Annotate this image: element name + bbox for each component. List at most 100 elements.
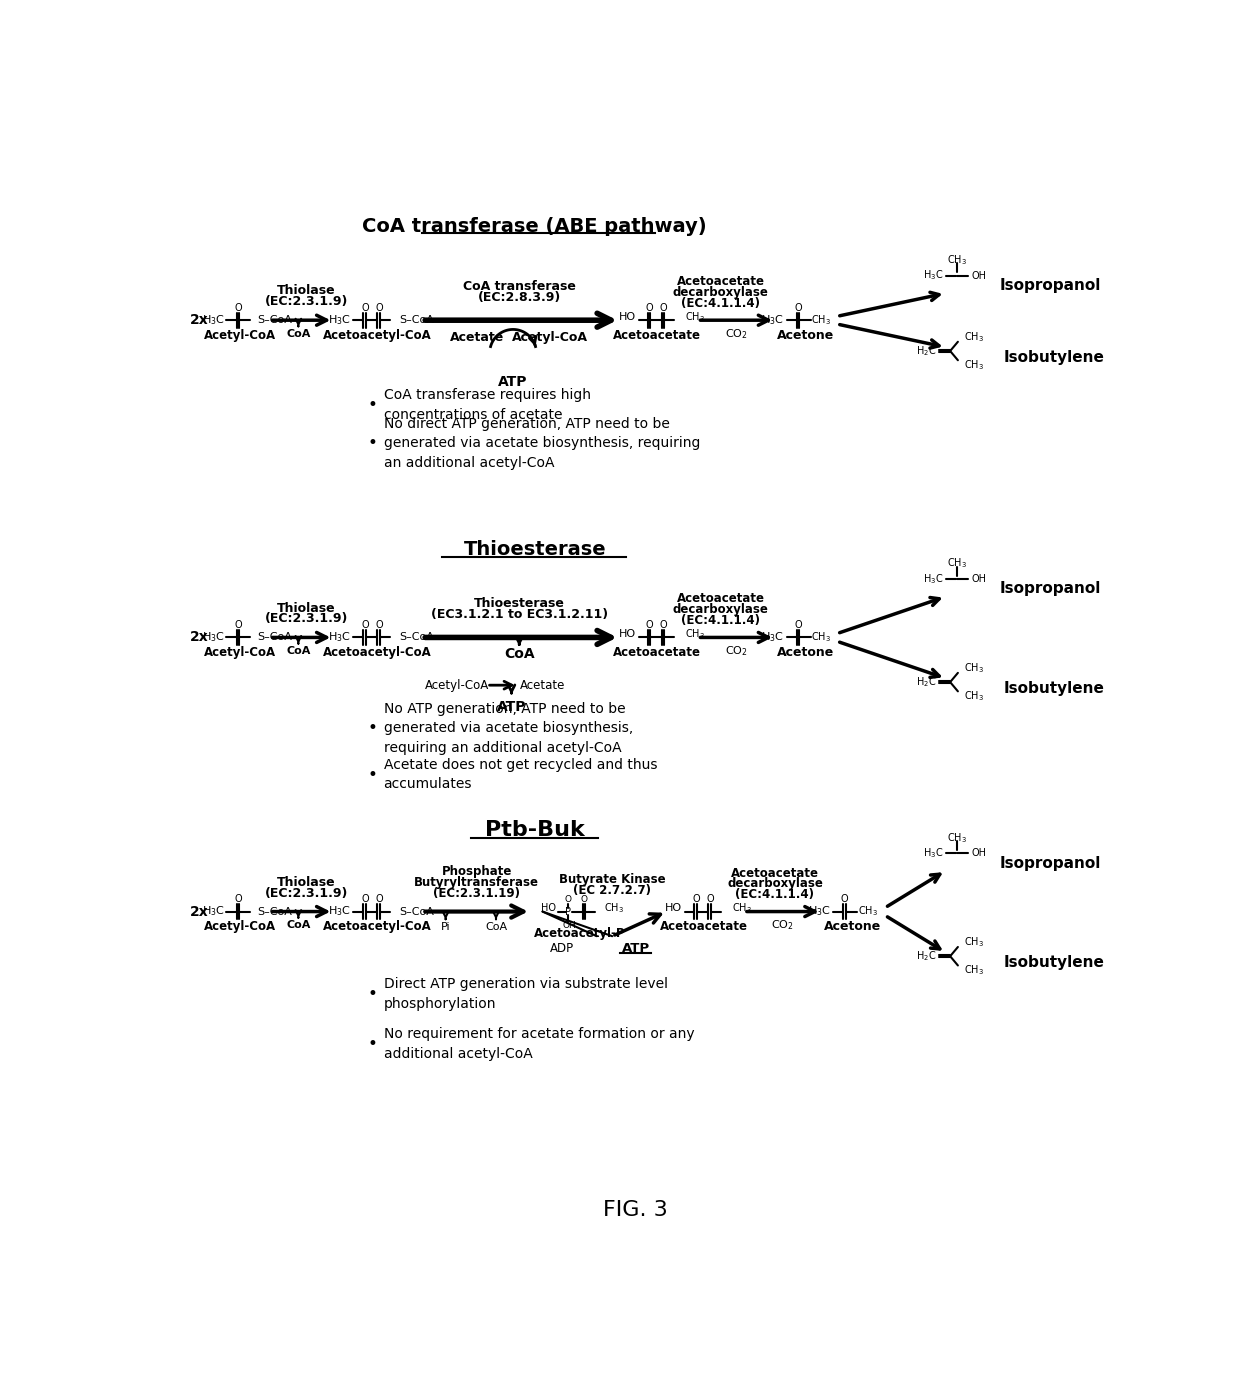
- Text: Acetyl-CoA: Acetyl-CoA: [205, 921, 277, 933]
- Text: O: O: [660, 620, 667, 630]
- Text: •: •: [367, 396, 377, 414]
- Text: Thiolase: Thiolase: [277, 601, 336, 615]
- Text: ATP: ATP: [497, 699, 526, 713]
- Text: Acetoacetyl-CoA: Acetoacetyl-CoA: [324, 647, 432, 659]
- Text: $\mathregular{H_3C}$: $\mathregular{H_3C}$: [923, 572, 944, 586]
- Text: CoA: CoA: [286, 330, 310, 339]
- Text: Acetate does not get recycled and thus
accumulates: Acetate does not get recycled and thus a…: [383, 758, 657, 791]
- Text: O: O: [564, 895, 572, 904]
- Text: (EC:4.1.1.4): (EC:4.1.1.4): [681, 296, 760, 310]
- Text: $\mathregular{CH_3}$: $\mathregular{CH_3}$: [947, 831, 967, 845]
- Text: O: O: [646, 303, 653, 313]
- Text: •: •: [367, 719, 377, 737]
- Text: $\mathregular{H_3C}$: $\mathregular{H_3C}$: [202, 630, 224, 644]
- Text: No ATP generation, ATP need to be
generated via acetate biosynthesis,
requiring : No ATP generation, ATP need to be genera…: [383, 702, 632, 755]
- Text: Acetyl-CoA: Acetyl-CoA: [205, 647, 277, 659]
- Text: Isobutylene: Isobutylene: [1003, 349, 1105, 364]
- Text: O: O: [376, 303, 383, 313]
- Text: Isobutylene: Isobutylene: [1003, 954, 1105, 969]
- Text: $\mathregular{CH_3}$: $\mathregular{CH_3}$: [811, 630, 832, 644]
- Text: Thioesterase: Thioesterase: [474, 597, 564, 609]
- Text: $\mathregular{H_3C}$: $\mathregular{H_3C}$: [202, 904, 224, 918]
- Text: CoA: CoA: [503, 647, 534, 662]
- Text: $\mathregular{H_3C}$: $\mathregular{H_3C}$: [808, 904, 831, 918]
- Text: Thiolase: Thiolase: [277, 875, 336, 889]
- Text: O: O: [234, 303, 243, 313]
- Text: $\mathregular{H_3C}$: $\mathregular{H_3C}$: [329, 313, 351, 327]
- Text: $\mathregular{CH_3}$: $\mathregular{CH_3}$: [965, 357, 985, 371]
- Text: Direct ATP generation via substrate level
phosphorylation: Direct ATP generation via substrate leve…: [383, 978, 667, 1011]
- Text: $\mathregular{CH_3}$: $\mathregular{CH_3}$: [947, 253, 967, 267]
- Text: decarboxylase: decarboxylase: [673, 285, 769, 299]
- Text: Acetate: Acetate: [449, 331, 503, 343]
- Text: Acetone: Acetone: [823, 921, 882, 933]
- Text: ATP: ATP: [621, 942, 650, 956]
- Text: $\mathregular{CH_3}$: $\mathregular{CH_3}$: [605, 902, 625, 915]
- Text: FIG. 3: FIG. 3: [603, 1199, 668, 1220]
- Text: decarboxylase: decarboxylase: [673, 604, 769, 616]
- Text: $\mathregular{H_3C}$: $\mathregular{H_3C}$: [923, 269, 944, 283]
- Text: No requirement for acetate formation or any
additional acetyl-CoA: No requirement for acetate formation or …: [383, 1028, 694, 1061]
- Text: O: O: [646, 620, 653, 630]
- Text: •: •: [367, 985, 377, 1003]
- Text: O: O: [234, 620, 243, 630]
- Text: $\mathregular{CH_3}$: $\mathregular{CH_3}$: [965, 330, 985, 343]
- Text: O: O: [361, 620, 368, 630]
- Text: HO: HO: [542, 903, 557, 914]
- Text: Isopropanol: Isopropanol: [999, 856, 1101, 871]
- Text: $\mathregular{H_2C}$: $\mathregular{H_2C}$: [916, 343, 936, 357]
- Text: $\mathregular{H_3C}$: $\mathregular{H_3C}$: [329, 630, 351, 644]
- Text: $\mathregular{CH_3}$: $\mathregular{CH_3}$: [965, 935, 985, 949]
- Text: S–CoA: S–CoA: [258, 633, 293, 643]
- Text: OH: OH: [563, 921, 577, 929]
- Text: Acetoacetate: Acetoacetate: [732, 867, 818, 879]
- Text: Thiolase: Thiolase: [277, 284, 336, 298]
- Text: O: O: [841, 895, 848, 904]
- Text: No direct ATP generation, ATP need to be
generated via acetate biosynthesis, req: No direct ATP generation, ATP need to be…: [383, 417, 701, 470]
- Text: OH: OH: [971, 848, 986, 859]
- Text: Acetoacetate: Acetoacetate: [677, 276, 765, 288]
- Text: CoA transferase (ABE pathway): CoA transferase (ABE pathway): [362, 217, 707, 235]
- Text: 2x: 2x: [190, 313, 208, 327]
- Text: 2x: 2x: [190, 630, 208, 644]
- Text: Pi: Pi: [440, 922, 450, 932]
- Text: $\mathregular{CH_3}$: $\mathregular{CH_3}$: [732, 902, 751, 915]
- Text: $\mathregular{H_2C}$: $\mathregular{H_2C}$: [916, 949, 936, 963]
- Text: S–CoA: S–CoA: [399, 633, 434, 643]
- Text: $\mathregular{H_3C}$: $\mathregular{H_3C}$: [923, 846, 944, 860]
- Text: Acetyl-CoA: Acetyl-CoA: [425, 679, 490, 691]
- Text: Acetoacetate: Acetoacetate: [677, 593, 765, 605]
- Text: O: O: [234, 895, 243, 904]
- Text: Acetoacetate: Acetoacetate: [614, 330, 701, 342]
- Text: S–CoA: S–CoA: [399, 316, 434, 325]
- Text: Isobutylene: Isobutylene: [1003, 681, 1105, 695]
- Text: decarboxylase: decarboxylase: [727, 877, 823, 891]
- Text: $\mathregular{CH_3}$: $\mathregular{CH_3}$: [684, 310, 706, 324]
- Text: $\mathregular{CO_2}$: $\mathregular{CO_2}$: [771, 918, 794, 932]
- Text: $\mathregular{H_3C}$: $\mathregular{H_3C}$: [761, 630, 785, 644]
- Text: Phosphate: Phosphate: [441, 866, 512, 878]
- Text: •: •: [367, 1035, 377, 1053]
- Text: S–CoA: S–CoA: [399, 907, 434, 917]
- Text: CoA transferase requires high
concentrations of acetate: CoA transferase requires high concentrat…: [383, 388, 590, 421]
- Text: •: •: [367, 766, 377, 784]
- Text: $\mathregular{CH_3}$: $\mathregular{CH_3}$: [811, 313, 832, 327]
- Text: (EC:4.1.1.4): (EC:4.1.1.4): [681, 614, 760, 627]
- Text: Acetoacetyl-CoA: Acetoacetyl-CoA: [324, 330, 432, 342]
- Text: CoA transferase: CoA transferase: [463, 280, 575, 292]
- Text: Acetone: Acetone: [777, 330, 835, 342]
- Text: HO: HO: [619, 629, 635, 640]
- Text: OH: OH: [971, 270, 986, 281]
- Text: O: O: [660, 303, 667, 313]
- Text: O: O: [361, 303, 368, 313]
- Text: $\mathregular{CH_3}$: $\mathregular{CH_3}$: [947, 557, 967, 571]
- Text: $\mathregular{CH_3}$: $\mathregular{CH_3}$: [965, 662, 985, 674]
- Text: (EC:2.8.3.9): (EC:2.8.3.9): [477, 291, 560, 303]
- Text: (EC:4.1.1.4): (EC:4.1.1.4): [735, 888, 815, 902]
- Text: Acetate: Acetate: [520, 679, 565, 691]
- Text: P: P: [565, 907, 572, 917]
- Text: $\mathregular{H_3C}$: $\mathregular{H_3C}$: [202, 313, 224, 327]
- Text: (EC:2.3.1.9): (EC:2.3.1.9): [264, 612, 347, 626]
- Text: (EC:2.3.1.19): (EC:2.3.1.19): [433, 886, 520, 900]
- Text: Acetyl-CoA: Acetyl-CoA: [205, 330, 277, 342]
